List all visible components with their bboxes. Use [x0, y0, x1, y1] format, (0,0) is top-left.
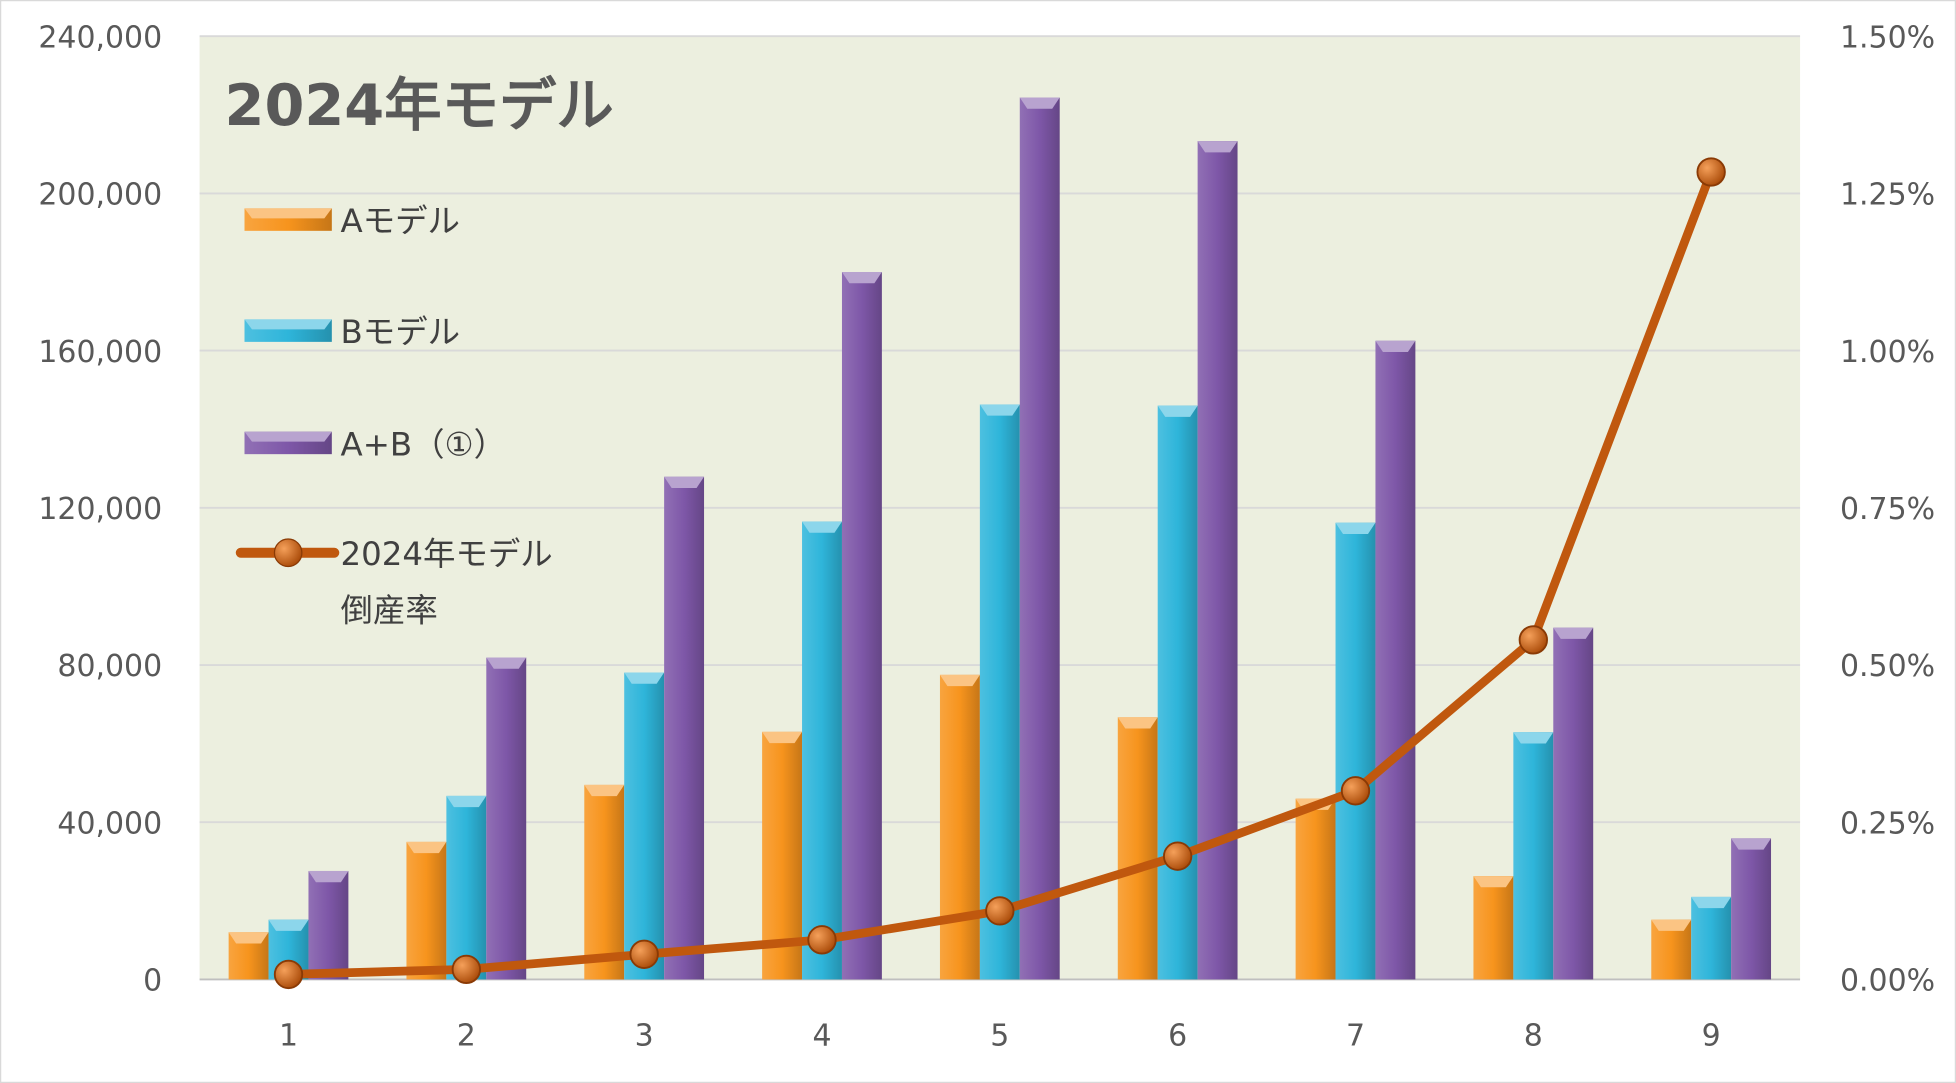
bar-bevel — [841, 271, 882, 284]
legend-swatch-bevel — [244, 431, 332, 442]
bar-ab — [486, 657, 527, 980]
bar-bevel — [406, 841, 447, 854]
bar-bevel — [1731, 838, 1772, 850]
bar-ab — [1553, 627, 1594, 980]
bar-b — [1691, 896, 1732, 980]
line-marker — [1163, 841, 1193, 871]
bar-ab — [1731, 838, 1772, 980]
y2-tick-label: 1.00% — [1840, 335, 1935, 370]
line-marker — [273, 959, 304, 990]
bar-bevel — [268, 919, 309, 931]
line-marker — [1518, 625, 1548, 655]
bar-ab — [308, 870, 349, 980]
y-tick-label: 240,000 — [38, 20, 162, 55]
legend-label: Bモデル — [341, 313, 461, 351]
chart-title: 2024年モデル — [225, 72, 614, 139]
x-tick-label: 3 — [635, 1019, 654, 1054]
bar-bevel — [584, 784, 625, 797]
bar-b — [1157, 405, 1198, 980]
bar-a — [584, 784, 625, 980]
y2-tick-label: 0.75% — [1840, 492, 1935, 527]
legend-label: Aモデル — [341, 202, 460, 240]
bar-bevel — [1117, 717, 1158, 729]
y2-tick-label: 0.25% — [1840, 806, 1935, 841]
bar-a — [1473, 876, 1514, 980]
y2-tick-label: 1.50% — [1840, 20, 1935, 55]
bar-bevel — [1019, 97, 1060, 109]
bar-bevel — [664, 476, 705, 488]
bar-bevel — [762, 731, 803, 744]
line-marker — [451, 954, 481, 985]
x-tick-label: 8 — [1524, 1019, 1543, 1054]
y2-tick-label: 0.00% — [1840, 964, 1935, 999]
x-tick-label: 6 — [1168, 1019, 1187, 1054]
bar-bevel — [1553, 627, 1594, 639]
bar-a — [939, 674, 980, 980]
line-marker — [807, 925, 837, 955]
bar-a — [406, 841, 447, 980]
y-tick-label: 0 — [143, 964, 162, 999]
legend-swatch-bevel — [244, 208, 332, 219]
bar-bevel — [979, 404, 1020, 416]
line-marker — [629, 939, 659, 969]
bar-bevel — [1197, 141, 1238, 153]
bar-bevel — [802, 521, 842, 533]
y-tick-label: 40,000 — [57, 806, 162, 841]
legend-swatch-bevel — [244, 319, 332, 330]
bar-bevel — [228, 932, 269, 944]
bar-bevel — [1375, 340, 1416, 353]
bar-ab — [664, 476, 705, 980]
x-tick-label: 7 — [1346, 1019, 1365, 1054]
y-tick-label: 120,000 — [38, 492, 162, 527]
legend-line-marker — [273, 538, 303, 568]
bar-b — [802, 521, 842, 980]
line-marker — [985, 896, 1015, 926]
bar-b — [1335, 522, 1376, 980]
bar-b — [624, 672, 665, 980]
line-marker — [1696, 157, 1726, 187]
y2-tick-label: 0.50% — [1840, 649, 1935, 684]
line-marker — [1340, 776, 1371, 806]
x-tick-label: 9 — [1702, 1019, 1721, 1054]
bar-ab — [1197, 141, 1238, 980]
x-tick-label: 2 — [457, 1019, 476, 1054]
bar-bevel — [1157, 405, 1198, 417]
bar-bevel — [624, 672, 665, 684]
bar-bevel — [486, 657, 527, 669]
bar-b — [1513, 732, 1554, 980]
y-tick-label: 160,000 — [38, 335, 162, 370]
x-tick-label: 5 — [990, 1019, 1009, 1054]
x-tick-label: 1 — [279, 1019, 298, 1054]
y-tick-label: 80,000 — [57, 649, 162, 684]
bar-b — [979, 404, 1020, 980]
bar-a — [1295, 798, 1336, 980]
legend-label: 倒産率 — [341, 591, 438, 629]
bar-bevel — [1473, 876, 1514, 888]
bar-ab — [841, 271, 882, 980]
bar-bevel — [446, 795, 487, 808]
bar-b — [446, 795, 487, 980]
bar-bevel — [939, 674, 980, 687]
y2-tick-label: 1.25% — [1840, 178, 1935, 213]
bar-bevel — [308, 870, 349, 883]
bar-bevel — [1335, 522, 1376, 534]
legend-label: A+B（①） — [341, 425, 506, 463]
bar-bevel — [1691, 896, 1732, 909]
legend-label: 2024年モデル — [341, 535, 553, 573]
bar-a — [1117, 717, 1158, 980]
y-tick-label: 200,000 — [38, 178, 162, 213]
bar-bevel — [1651, 919, 1692, 931]
bar-ab — [1375, 340, 1416, 980]
bar-bevel — [1513, 732, 1554, 744]
x-tick-label: 4 — [812, 1019, 831, 1054]
bar-ab — [1019, 97, 1060, 980]
